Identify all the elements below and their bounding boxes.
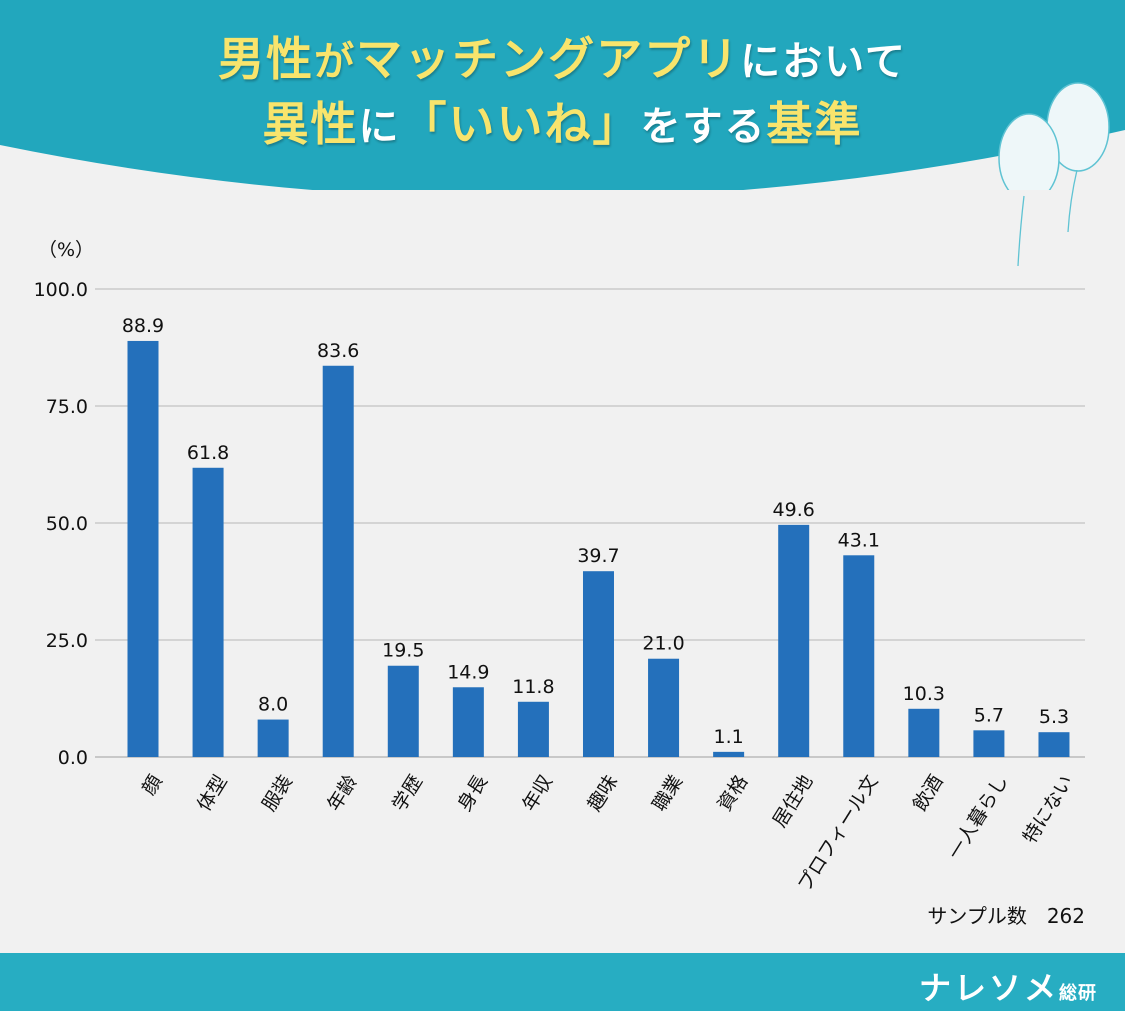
bar bbox=[1038, 732, 1070, 757]
title-segment: が bbox=[314, 39, 357, 85]
data-label: 5.3 bbox=[1039, 706, 1069, 728]
chart-title: 男性がマッチングアプリにおいて 異性に「いいね」をする基準 bbox=[0, 28, 1125, 158]
x-tick-label: 年収 bbox=[518, 771, 557, 815]
x-tick-label: 飲酒 bbox=[909, 771, 948, 815]
x-tick-label: 資格 bbox=[714, 771, 753, 815]
data-label: 14.9 bbox=[447, 661, 489, 683]
balloon-strings bbox=[1017, 170, 1078, 267]
x-tick-label: 趣味 bbox=[583, 771, 622, 815]
data-label: 8.0 bbox=[258, 694, 288, 716]
bar bbox=[778, 524, 810, 757]
bar bbox=[908, 708, 940, 757]
bar bbox=[973, 730, 1005, 757]
x-tick-label: 服装 bbox=[258, 771, 297, 815]
x-tick-label: 居住地 bbox=[769, 771, 818, 831]
bar bbox=[713, 751, 745, 757]
title-line-1: 男性がマッチングアプリにおいて bbox=[0, 28, 1125, 93]
data-label: 1.1 bbox=[714, 726, 744, 748]
data-label: 49.6 bbox=[773, 499, 815, 521]
data-label: 21.0 bbox=[642, 633, 684, 655]
data-label: 83.6 bbox=[317, 340, 359, 362]
title-segment: 「いいね」 bbox=[400, 97, 641, 151]
balloons-icon bbox=[998, 82, 1110, 190]
data-label: 10.3 bbox=[903, 683, 945, 705]
x-tick-label: 学歴 bbox=[388, 771, 427, 815]
y-tick-label: 100.0 bbox=[34, 279, 88, 301]
data-label: 43.1 bbox=[838, 529, 880, 551]
x-tick-label: 顔 bbox=[138, 771, 167, 799]
title-segment: をする bbox=[640, 104, 767, 150]
data-label: 39.7 bbox=[577, 545, 619, 567]
x-tick-label: 体型 bbox=[193, 771, 232, 815]
title-segment: 男性 bbox=[218, 32, 315, 86]
y-tick-label: 0.0 bbox=[58, 747, 88, 769]
bar bbox=[648, 658, 680, 757]
data-label: 88.9 bbox=[122, 315, 164, 337]
title-line-2: 異性に「いいね」をする基準 bbox=[0, 93, 1125, 158]
y-tick-label: 75.0 bbox=[46, 396, 88, 418]
bar bbox=[387, 665, 419, 757]
y-axis-unit: （%） bbox=[38, 239, 94, 261]
brand-logo: ナレソメ総研 bbox=[918, 969, 1097, 1007]
title-segment: に bbox=[358, 104, 401, 150]
bar-chart: （%） 0.0 25.0 50.0 75.0 100.0 88.9 顔 61.8 体型 8.0 服… bbox=[34, 239, 1085, 928]
title-segment: 基準 bbox=[766, 97, 863, 151]
bar bbox=[257, 719, 289, 757]
data-label: 19.5 bbox=[382, 640, 424, 662]
bar bbox=[127, 340, 159, 757]
x-tick-label: 一人暮らし bbox=[944, 771, 1013, 863]
data-label: 11.8 bbox=[512, 676, 554, 698]
header-banner bbox=[0, 0, 1125, 190]
bar bbox=[582, 571, 614, 757]
x-tick-label: 年齢 bbox=[323, 771, 362, 815]
sample-size-note: サンプル数 262 bbox=[927, 904, 1085, 928]
y-tick-label: 25.0 bbox=[46, 630, 88, 652]
title-segment: マッチングアプリ bbox=[356, 32, 741, 86]
bar bbox=[517, 701, 549, 757]
x-tick-label: 特にない bbox=[1019, 771, 1078, 847]
bar bbox=[322, 365, 354, 757]
x-tick-label: 職業 bbox=[649, 771, 688, 815]
title-segment: において bbox=[740, 39, 907, 85]
title-segment: 異性 bbox=[262, 97, 359, 151]
bar bbox=[192, 467, 224, 757]
footer-bar: ナレソメ総研 bbox=[0, 953, 1125, 1011]
y-tick-label: 50.0 bbox=[46, 513, 88, 535]
bar bbox=[452, 687, 484, 757]
x-tick-label: 身長 bbox=[453, 771, 492, 815]
data-label: 61.8 bbox=[187, 442, 229, 464]
data-label: 5.7 bbox=[974, 704, 1004, 726]
bar bbox=[843, 555, 875, 757]
